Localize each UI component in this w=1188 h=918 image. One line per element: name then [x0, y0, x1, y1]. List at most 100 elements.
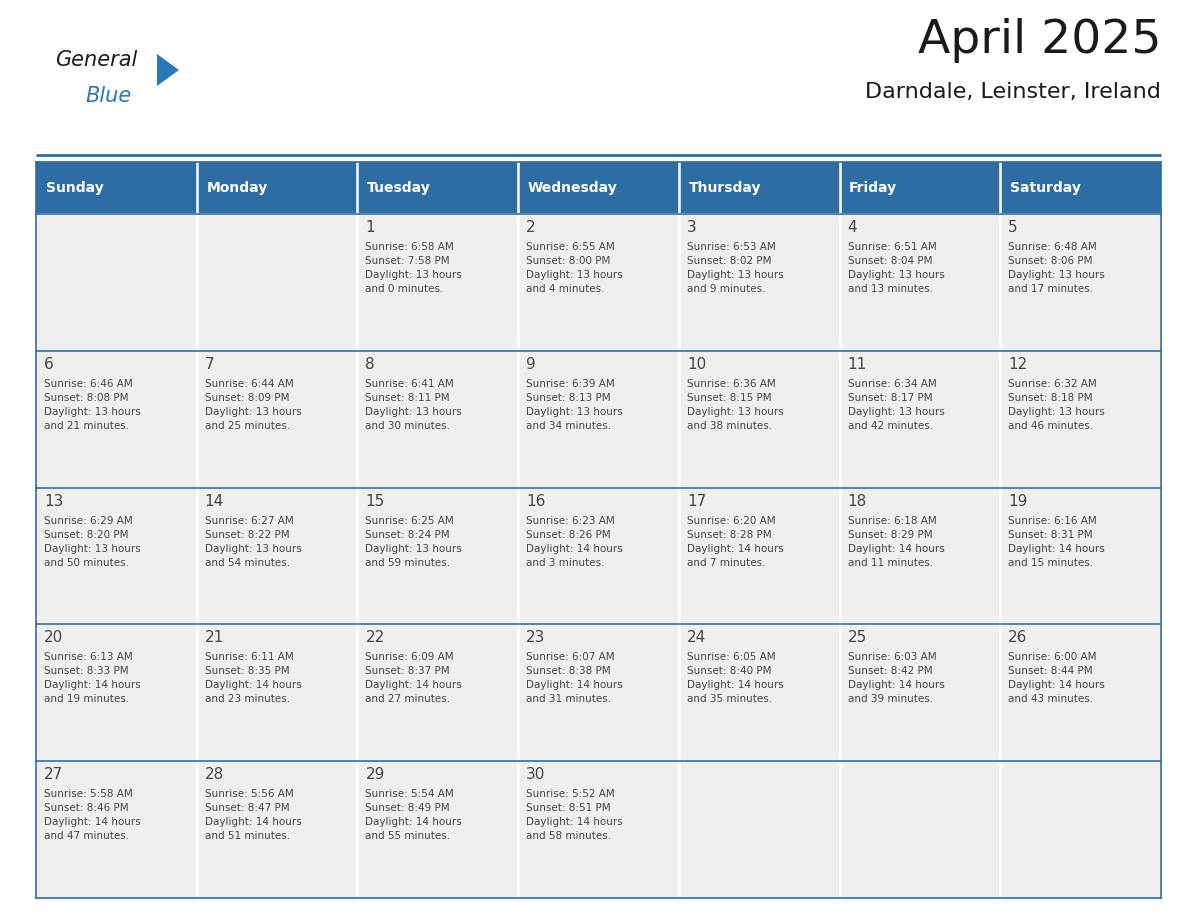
- Text: 1: 1: [366, 220, 375, 235]
- Bar: [36, 624, 197, 761]
- Bar: [678, 214, 840, 351]
- Bar: [197, 761, 358, 898]
- Text: 23: 23: [526, 631, 545, 645]
- Text: Sunrise: 6:18 AM
Sunset: 8:29 PM
Daylight: 14 hours
and 11 minutes.: Sunrise: 6:18 AM Sunset: 8:29 PM Dayligh…: [847, 516, 944, 567]
- Bar: [840, 351, 1000, 487]
- Bar: [36, 487, 197, 624]
- Bar: [840, 214, 1000, 351]
- Text: Sunrise: 5:58 AM
Sunset: 8:46 PM
Daylight: 14 hours
and 47 minutes.: Sunrise: 5:58 AM Sunset: 8:46 PM Dayligh…: [44, 789, 141, 841]
- Text: General: General: [55, 50, 138, 70]
- Bar: [518, 761, 678, 898]
- Text: 26: 26: [1009, 631, 1028, 645]
- Text: Sunrise: 6:09 AM
Sunset: 8:37 PM
Daylight: 14 hours
and 27 minutes.: Sunrise: 6:09 AM Sunset: 8:37 PM Dayligh…: [366, 653, 462, 704]
- Text: Sunrise: 6:00 AM
Sunset: 8:44 PM
Daylight: 14 hours
and 43 minutes.: Sunrise: 6:00 AM Sunset: 8:44 PM Dayligh…: [1009, 653, 1105, 704]
- Text: Saturday: Saturday: [1010, 181, 1081, 195]
- Text: Sunrise: 6:16 AM
Sunset: 8:31 PM
Daylight: 14 hours
and 15 minutes.: Sunrise: 6:16 AM Sunset: 8:31 PM Dayligh…: [1009, 516, 1105, 567]
- Text: Sunrise: 6:34 AM
Sunset: 8:17 PM
Daylight: 13 hours
and 42 minutes.: Sunrise: 6:34 AM Sunset: 8:17 PM Dayligh…: [847, 379, 944, 431]
- Text: 10: 10: [687, 357, 706, 372]
- Text: 11: 11: [847, 357, 867, 372]
- Text: 22: 22: [366, 631, 385, 645]
- Text: Sunrise: 6:07 AM
Sunset: 8:38 PM
Daylight: 14 hours
and 31 minutes.: Sunrise: 6:07 AM Sunset: 8:38 PM Dayligh…: [526, 653, 623, 704]
- Text: Sunrise: 6:41 AM
Sunset: 8:11 PM
Daylight: 13 hours
and 30 minutes.: Sunrise: 6:41 AM Sunset: 8:11 PM Dayligh…: [366, 379, 462, 431]
- Text: 9: 9: [526, 357, 536, 372]
- Text: Sunrise: 6:32 AM
Sunset: 8:18 PM
Daylight: 13 hours
and 46 minutes.: Sunrise: 6:32 AM Sunset: 8:18 PM Dayligh…: [1009, 379, 1105, 431]
- Bar: [1000, 761, 1161, 898]
- Text: 29: 29: [366, 767, 385, 782]
- Text: Sunrise: 5:54 AM
Sunset: 8:49 PM
Daylight: 14 hours
and 55 minutes.: Sunrise: 5:54 AM Sunset: 8:49 PM Dayligh…: [366, 789, 462, 841]
- Text: Sunrise: 6:46 AM
Sunset: 8:08 PM
Daylight: 13 hours
and 21 minutes.: Sunrise: 6:46 AM Sunset: 8:08 PM Dayligh…: [44, 379, 141, 431]
- Text: Sunrise: 6:53 AM
Sunset: 8:02 PM
Daylight: 13 hours
and 9 minutes.: Sunrise: 6:53 AM Sunset: 8:02 PM Dayligh…: [687, 242, 784, 294]
- Bar: [840, 761, 1000, 898]
- Bar: [197, 487, 358, 624]
- Text: Sunrise: 6:36 AM
Sunset: 8:15 PM
Daylight: 13 hours
and 38 minutes.: Sunrise: 6:36 AM Sunset: 8:15 PM Dayligh…: [687, 379, 784, 431]
- Text: 5: 5: [1009, 220, 1018, 235]
- Text: 20: 20: [44, 631, 63, 645]
- Bar: [678, 761, 840, 898]
- Text: Monday: Monday: [207, 181, 267, 195]
- Text: Blue: Blue: [86, 86, 131, 106]
- Bar: [197, 624, 358, 761]
- Text: 16: 16: [526, 494, 545, 509]
- Text: 17: 17: [687, 494, 706, 509]
- Bar: [197, 162, 358, 214]
- Text: Sunrise: 6:58 AM
Sunset: 7:58 PM
Daylight: 13 hours
and 0 minutes.: Sunrise: 6:58 AM Sunset: 7:58 PM Dayligh…: [366, 242, 462, 294]
- Bar: [358, 214, 518, 351]
- Text: 25: 25: [847, 631, 867, 645]
- Bar: [358, 162, 518, 214]
- Text: Sunrise: 6:29 AM
Sunset: 8:20 PM
Daylight: 13 hours
and 50 minutes.: Sunrise: 6:29 AM Sunset: 8:20 PM Dayligh…: [44, 516, 141, 567]
- Text: 15: 15: [366, 494, 385, 509]
- Text: Sunrise: 6:27 AM
Sunset: 8:22 PM
Daylight: 13 hours
and 54 minutes.: Sunrise: 6:27 AM Sunset: 8:22 PM Dayligh…: [204, 516, 302, 567]
- Bar: [840, 624, 1000, 761]
- Bar: [197, 214, 358, 351]
- Text: 19: 19: [1009, 494, 1028, 509]
- Bar: [36, 162, 197, 214]
- Text: 21: 21: [204, 631, 225, 645]
- Bar: [358, 487, 518, 624]
- Bar: [36, 214, 197, 351]
- Text: 6: 6: [44, 357, 53, 372]
- Text: Sunrise: 6:55 AM
Sunset: 8:00 PM
Daylight: 13 hours
and 4 minutes.: Sunrise: 6:55 AM Sunset: 8:00 PM Dayligh…: [526, 242, 623, 294]
- Bar: [678, 487, 840, 624]
- Text: Sunrise: 6:03 AM
Sunset: 8:42 PM
Daylight: 14 hours
and 39 minutes.: Sunrise: 6:03 AM Sunset: 8:42 PM Dayligh…: [847, 653, 944, 704]
- Bar: [358, 624, 518, 761]
- Bar: [518, 162, 678, 214]
- Text: Thursday: Thursday: [689, 181, 762, 195]
- Text: 30: 30: [526, 767, 545, 782]
- Text: Sunrise: 6:39 AM
Sunset: 8:13 PM
Daylight: 13 hours
and 34 minutes.: Sunrise: 6:39 AM Sunset: 8:13 PM Dayligh…: [526, 379, 623, 431]
- Text: Friday: Friday: [849, 181, 897, 195]
- Bar: [518, 487, 678, 624]
- Text: Sunrise: 6:48 AM
Sunset: 8:06 PM
Daylight: 13 hours
and 17 minutes.: Sunrise: 6:48 AM Sunset: 8:06 PM Dayligh…: [1009, 242, 1105, 294]
- Text: 12: 12: [1009, 357, 1028, 372]
- Polygon shape: [157, 54, 179, 86]
- Bar: [36, 761, 197, 898]
- Text: April 2025: April 2025: [917, 18, 1161, 63]
- Text: Sunrise: 6:44 AM
Sunset: 8:09 PM
Daylight: 13 hours
and 25 minutes.: Sunrise: 6:44 AM Sunset: 8:09 PM Dayligh…: [204, 379, 302, 431]
- Text: Sunrise: 5:52 AM
Sunset: 8:51 PM
Daylight: 14 hours
and 58 minutes.: Sunrise: 5:52 AM Sunset: 8:51 PM Dayligh…: [526, 789, 623, 841]
- Bar: [840, 487, 1000, 624]
- Text: Tuesday: Tuesday: [367, 181, 431, 195]
- Bar: [840, 162, 1000, 214]
- Text: Sunrise: 6:23 AM
Sunset: 8:26 PM
Daylight: 14 hours
and 3 minutes.: Sunrise: 6:23 AM Sunset: 8:26 PM Dayligh…: [526, 516, 623, 567]
- Text: Sunrise: 6:11 AM
Sunset: 8:35 PM
Daylight: 14 hours
and 23 minutes.: Sunrise: 6:11 AM Sunset: 8:35 PM Dayligh…: [204, 653, 302, 704]
- Bar: [678, 162, 840, 214]
- Text: 2: 2: [526, 220, 536, 235]
- Bar: [358, 761, 518, 898]
- Text: 4: 4: [847, 220, 858, 235]
- Bar: [197, 351, 358, 487]
- Bar: [1000, 624, 1161, 761]
- Text: Sunday: Sunday: [45, 181, 103, 195]
- Bar: [678, 624, 840, 761]
- Bar: [518, 214, 678, 351]
- Text: 13: 13: [44, 494, 63, 509]
- Text: 18: 18: [847, 494, 867, 509]
- Bar: [678, 351, 840, 487]
- Text: Sunrise: 6:25 AM
Sunset: 8:24 PM
Daylight: 13 hours
and 59 minutes.: Sunrise: 6:25 AM Sunset: 8:24 PM Dayligh…: [366, 516, 462, 567]
- Bar: [36, 351, 197, 487]
- Bar: [1000, 162, 1161, 214]
- Bar: [518, 351, 678, 487]
- Bar: [358, 351, 518, 487]
- Text: Sunrise: 6:20 AM
Sunset: 8:28 PM
Daylight: 14 hours
and 7 minutes.: Sunrise: 6:20 AM Sunset: 8:28 PM Dayligh…: [687, 516, 784, 567]
- Text: 27: 27: [44, 767, 63, 782]
- Bar: [1000, 351, 1161, 487]
- Text: 14: 14: [204, 494, 225, 509]
